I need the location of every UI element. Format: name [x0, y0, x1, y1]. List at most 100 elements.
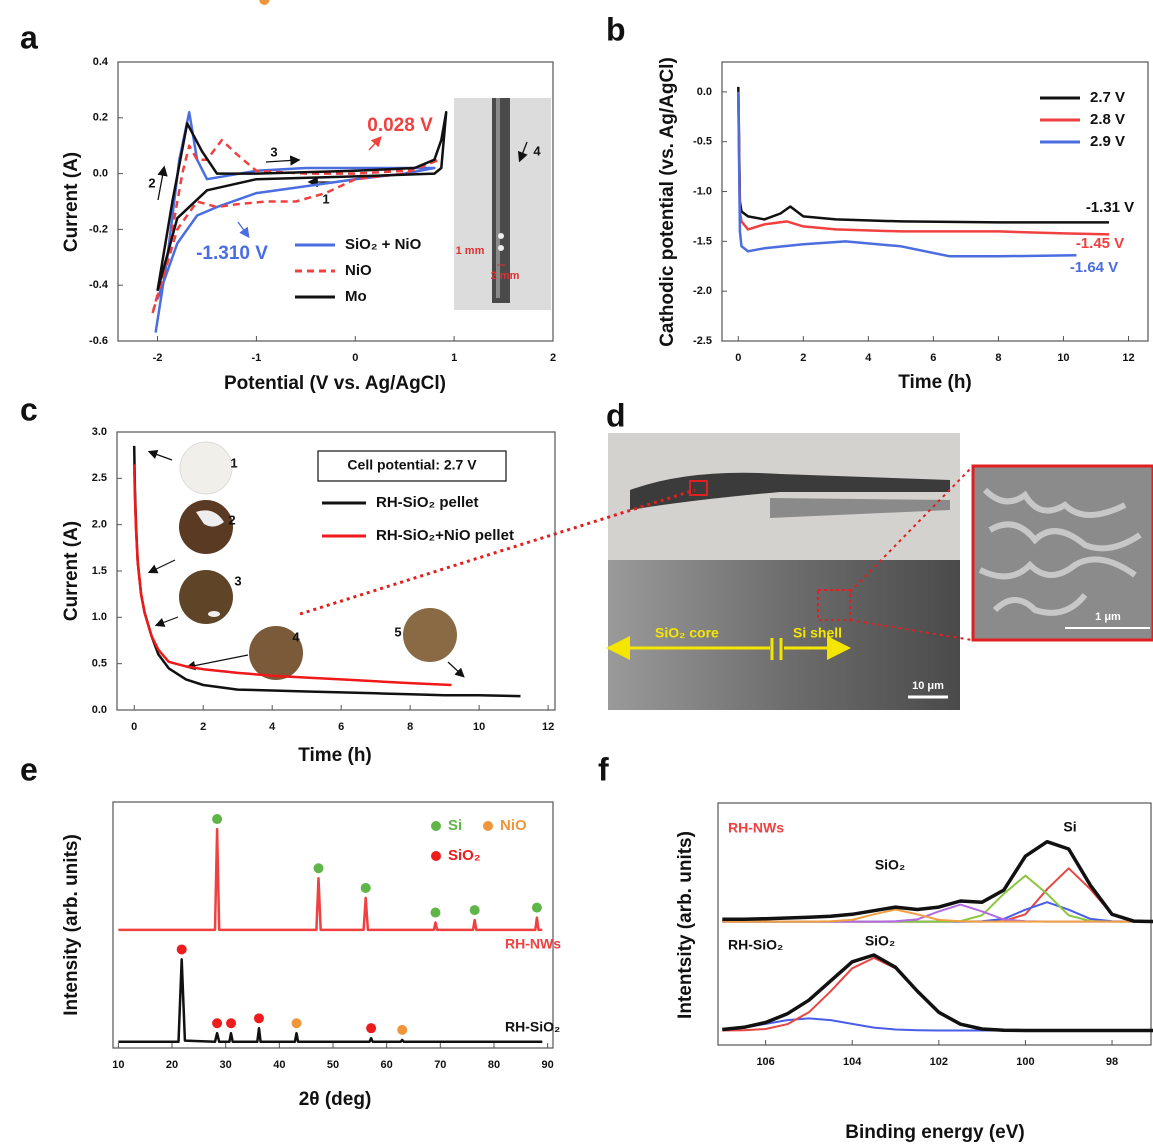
- y-tick-label: -1.0: [693, 185, 712, 197]
- y-tick-label: 3.0: [92, 426, 107, 438]
- inset-photo: [454, 98, 551, 310]
- x-axis-title: Binding energy (eV): [845, 1122, 1024, 1143]
- x-tick-label: 30: [220, 1059, 232, 1071]
- y-tick-label: -2.0: [693, 285, 712, 297]
- legend-label: RH-SiO₂+NiO pellet: [376, 527, 514, 544]
- annotation: 4: [533, 143, 541, 158]
- x-tick-label: -1: [252, 352, 262, 364]
- data-line: [722, 953, 1153, 1033]
- annotation: RH-SiO₂: [728, 937, 783, 953]
- x-tick-label: 100: [1016, 1056, 1034, 1068]
- peak-marker: [212, 1018, 223, 1029]
- data-line: [118, 827, 543, 932]
- annotation: 4: [292, 629, 300, 644]
- x-tick-label: 10: [473, 721, 485, 733]
- legend-marker: [431, 851, 441, 861]
- x-tick-label: 4: [865, 352, 872, 364]
- x-tick-label: 70: [434, 1059, 446, 1071]
- annotation: Cell potential: 2.7 V: [347, 457, 477, 473]
- peak-marker: [397, 1024, 408, 1035]
- x-tick-label: 4: [269, 721, 276, 733]
- legend-label: Si: [448, 817, 462, 834]
- data-line: [722, 839, 1153, 924]
- annotation: 2: [228, 512, 235, 527]
- x-tick-label: 50: [327, 1059, 339, 1071]
- y-tick-label: 0.2: [93, 112, 108, 124]
- y-tick-label: 2.5: [92, 472, 107, 484]
- x-tick-label: 40: [273, 1059, 285, 1071]
- x-tick-label: 6: [338, 721, 344, 733]
- x-tick-label: 10: [112, 1059, 124, 1071]
- data-line: [118, 958, 543, 1044]
- legend-label: RH-SiO₂ pellet: [376, 494, 479, 511]
- x-tick-label: 0: [735, 352, 741, 364]
- x-tick-label: 2: [800, 352, 806, 364]
- x-tick-label: 90: [542, 1059, 554, 1071]
- pellet-arrows: [147, 449, 465, 678]
- panel-label: e: [20, 751, 38, 787]
- photo-panel: [299, 433, 1153, 710]
- x-axis-title: Time (h): [898, 372, 972, 393]
- panel-label: d: [606, 397, 626, 433]
- x-tick-label: 0: [352, 352, 358, 364]
- annotation: RH-NWs: [505, 936, 561, 952]
- plot-frame: [721, 61, 1149, 342]
- peak-marker: [360, 882, 371, 893]
- panel-label: c: [20, 391, 38, 427]
- y-axis-title: Intentsity (arb. units): [675, 831, 696, 1019]
- panel-label: a: [20, 19, 38, 55]
- annotation-box: [317, 450, 507, 482]
- data-line: [156, 110, 448, 292]
- y-axis-title: Intensity (arb. units): [61, 834, 82, 1016]
- y-tick-label: 0.0: [93, 168, 108, 180]
- y-tick-label: -0.6: [89, 335, 108, 347]
- pellet-photos: [179, 441, 457, 680]
- annotation: -1.64 V: [1070, 259, 1118, 276]
- plot-frame: [717, 802, 1152, 1046]
- x-tick-label: 20: [166, 1059, 178, 1071]
- y-tick-label: 1.0: [92, 611, 107, 623]
- x-tick-label: 2: [550, 352, 556, 364]
- y-tick-label: 0.5: [92, 658, 107, 670]
- annotation: 1: [322, 191, 329, 206]
- legend-label: 2.8 V: [1090, 111, 1125, 128]
- data-line: [722, 908, 1153, 923]
- annotation: -1.45 V: [1076, 235, 1124, 252]
- x-axis-title: 2θ (deg): [299, 1089, 372, 1110]
- annotation: SiO₂: [865, 933, 895, 949]
- legend-label: NiO: [345, 262, 372, 279]
- peak-marker: [259, 0, 270, 5]
- scale-bar-label: 1 μm: [1095, 611, 1121, 623]
- data-line: [737, 86, 1109, 224]
- annotation: 2: [148, 175, 155, 190]
- annotation: 3: [234, 573, 241, 588]
- y-axis-title: Cathodic potential (vs. Ag/AgCl): [657, 57, 678, 347]
- annotation: -1.31 V: [1086, 199, 1134, 216]
- annotation: 5: [394, 624, 401, 639]
- annotation-arrows: [157, 136, 528, 239]
- data-line: [132, 464, 452, 687]
- data-line: [737, 91, 1077, 258]
- data-line: [737, 91, 1110, 236]
- annotation: -1.310 V: [196, 243, 268, 264]
- data-line: [151, 138, 441, 314]
- legend-label: SiO₂: [448, 847, 481, 864]
- peak-marker: [531, 902, 542, 913]
- peak-marker: [226, 1018, 237, 1029]
- x-tick-label: 102: [930, 1056, 948, 1068]
- y-tick-label: 0.4: [93, 56, 109, 68]
- x-tick-label: 10: [1057, 352, 1069, 364]
- x-axis-title: Potential (V vs. Ag/AgCl): [224, 373, 446, 394]
- x-tick-label: 12: [1122, 352, 1134, 364]
- legend-label: NiO: [500, 817, 527, 834]
- annotation: 3: [270, 144, 277, 159]
- annotation: Si: [1063, 819, 1076, 835]
- peak-marker: [176, 944, 187, 955]
- x-tick-label: 104: [843, 1056, 862, 1068]
- y-tick-label: 2.0: [92, 519, 107, 531]
- x-tick-label: 80: [488, 1059, 500, 1071]
- x-tick-label: 6: [930, 352, 936, 364]
- panel-label: f: [598, 751, 609, 787]
- y-tick-label: -0.4: [89, 279, 109, 291]
- y-tick-label: 0.0: [697, 86, 712, 98]
